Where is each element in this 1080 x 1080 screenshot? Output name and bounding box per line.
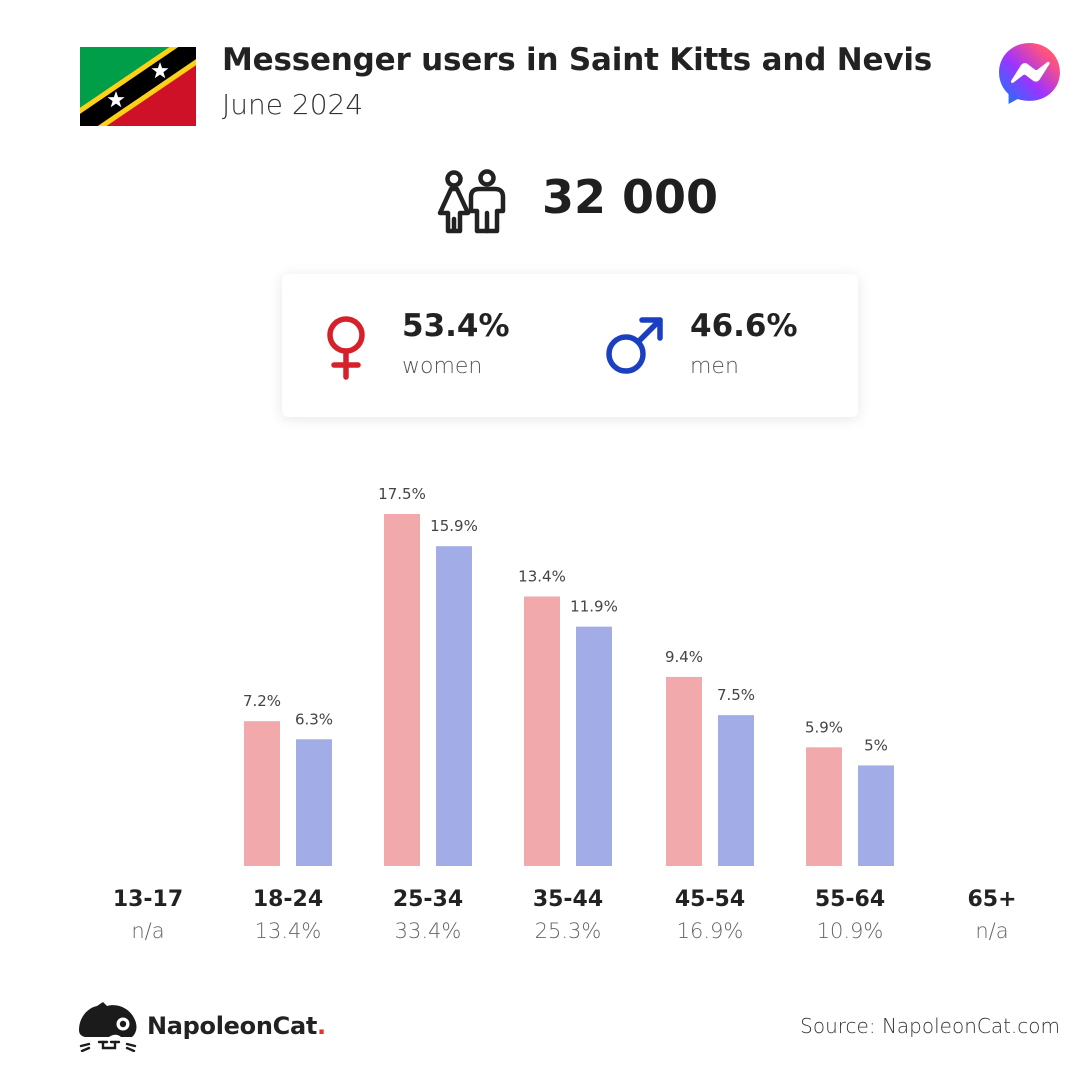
male-symbol-icon [606, 317, 663, 374]
age-group-total: 25.3% [535, 919, 602, 943]
age-group-total: 13.4% [255, 919, 322, 943]
age-group-total: 16.9% [677, 919, 744, 943]
age-group-label: 13-17 [113, 887, 183, 912]
age-group-total: 33.4% [395, 919, 462, 943]
brand-dot: . [317, 1012, 326, 1040]
female-symbol-icon [327, 316, 365, 380]
men-bar [718, 715, 754, 866]
gender-split-card: 53.4% women 46.6% men [282, 274, 858, 417]
age-group-total: 10.9% [817, 919, 884, 943]
age-group-label: 65+ [967, 887, 1016, 912]
men-bar-value-label: 15.9% [430, 517, 478, 535]
age-group-total: n/a [975, 919, 1008, 943]
brand-name: NapoleonCat. [147, 1012, 326, 1040]
women-bar [806, 747, 842, 866]
men-label: men [690, 354, 739, 379]
age-group-label: 35-44 [533, 887, 603, 912]
women-bar-value-label: 13.4% [518, 567, 566, 585]
women-bar [666, 676, 702, 866]
age-group-label: 18-24 [253, 887, 323, 912]
men-bar [858, 765, 894, 866]
women-bar [244, 721, 280, 866]
men-bar-value-label: 5% [864, 736, 888, 754]
men-bar-value-label: 11.9% [570, 598, 618, 616]
women-label: women [402, 354, 483, 379]
men-bar-value-label: 6.3% [295, 710, 333, 728]
men-bar [296, 739, 332, 866]
women-percentage: 53.4% [402, 308, 510, 344]
flag-saint-kitts-and-nevis-icon [80, 47, 196, 126]
age-group-label: 25-34 [393, 887, 463, 912]
source-note: Source: NapoleonCat.com [800, 1014, 1060, 1038]
women-bar [384, 514, 420, 866]
women-bar-value-label: 17.5% [378, 485, 426, 503]
age-group-label: 55-64 [815, 887, 885, 912]
women-bar-value-label: 5.9% [805, 718, 843, 736]
total-users-value: 32 000 [542, 170, 719, 224]
men-bar [436, 546, 472, 866]
men-bar-value-label: 7.5% [717, 686, 755, 704]
users-icon [437, 169, 506, 234]
napoleoncat-logo-icon [79, 1002, 137, 1052]
brand-name-text: NapoleonCat [147, 1012, 318, 1040]
women-bar [524, 596, 560, 866]
page-subtitle: June 2024 [222, 88, 364, 121]
age-group-total: n/a [131, 919, 164, 943]
men-bar [576, 626, 612, 866]
women-bar-value-label: 9.4% [665, 648, 703, 666]
women-bar-value-label: 7.2% [243, 692, 281, 710]
men-percentage: 46.6% [690, 308, 798, 344]
age-group-label: 45-54 [675, 887, 745, 912]
page-title: Messenger users in Saint Kitts and Nevis [222, 42, 933, 78]
messenger-logo-icon [999, 43, 1060, 104]
